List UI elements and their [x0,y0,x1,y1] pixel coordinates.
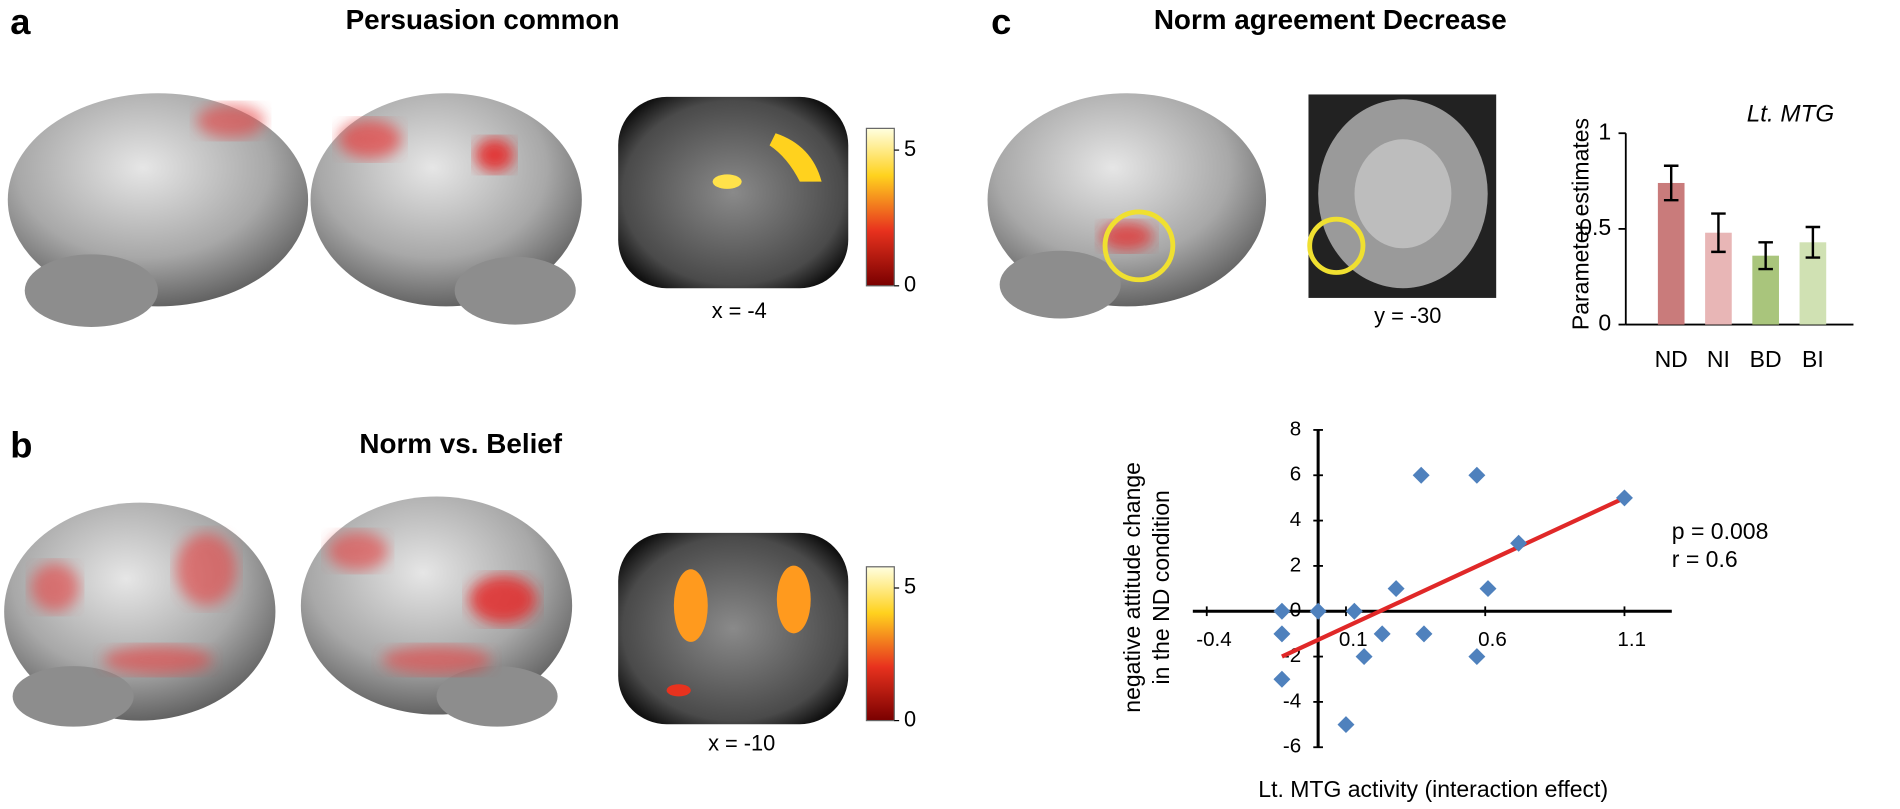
brain-image [300,496,573,727]
y-tick-label: 1 [1598,118,1611,144]
annotation: p = 0.008 [1672,518,1769,544]
colorbar-tick-label: 0 [904,706,916,731]
x-tick-label: ND [1655,346,1688,372]
point [1468,466,1486,484]
slice-label: x = -4 [712,298,767,323]
x-tick-label: 0.6 [1478,628,1507,651]
chart-title: Lt. MTG [1747,100,1834,127]
point [1387,580,1405,598]
point [1273,602,1291,620]
y-tick-label: 0 [1290,599,1301,622]
brain-image [987,93,1267,319]
y-axis-label: negative attitude change [1119,462,1145,713]
point [1373,625,1391,643]
point [1615,489,1633,507]
brain-image [7,93,309,327]
point [1468,648,1486,666]
y-tick-label: 8 [1290,417,1301,440]
y-tick-label: 2 [1290,553,1301,576]
point [1273,670,1291,688]
panel-title: Norm vs. Belief [359,428,562,459]
mri-slice [1307,94,1497,298]
annotation: r = 0.6 [1672,546,1738,572]
colorbar [865,127,895,287]
mri-slice [618,96,849,289]
panel-letter: b [10,425,32,466]
brain-image [4,502,276,727]
x-axis-label: Lt. MTG activity (interaction effect) [1258,776,1608,802]
point [1415,625,1433,643]
colorbar-tick-label: 5 [904,136,916,161]
colorbar-tick-label: 0 [904,272,916,297]
x-tick-label: 0.1 [1339,628,1368,651]
error-bar [1711,212,1726,254]
y-axis-label: in the ND condition [1148,490,1174,684]
x-tick-label: -0.4 [1196,628,1231,651]
x-tick-label: 1.1 [1617,628,1646,651]
y-tick-label: -6 [1283,735,1301,758]
error-bar [1805,225,1821,259]
x-tick-label: BI [1802,346,1824,372]
point [1309,602,1327,620]
y-tick-label: 4 [1290,508,1301,531]
y-tick-label: 0.5 [1579,214,1611,240]
y-tick-label: -4 [1283,689,1301,712]
slice-label: y = -30 [1374,303,1441,328]
panel-title: Persuasion common [346,4,620,35]
brain-image [310,93,582,325]
fit-line [1281,496,1626,659]
bar [1657,182,1685,325]
error-bar [1758,241,1773,271]
colorbar [865,566,895,722]
panel-letter: c [991,1,1011,42]
x-tick-label: BD [1750,346,1782,372]
point [1345,602,1363,620]
y-tick-label: 0 [1598,310,1611,336]
x-tick-label: NI [1707,346,1730,372]
y-axis-label: Parameter estimates [1567,118,1593,330]
point [1479,580,1497,598]
panel-title: Norm agreement Decrease [1154,4,1507,35]
point [1355,648,1373,666]
point [1337,716,1355,734]
point [1412,466,1430,484]
error-bar [1663,164,1679,202]
point [1273,625,1291,643]
mri-slice [618,532,849,725]
colorbar-tick-label: 5 [904,574,916,599]
panel-letter: a [10,1,31,42]
slice-label: x = -10 [708,731,775,756]
point [1510,534,1528,552]
y-tick-label: 6 [1290,463,1301,486]
